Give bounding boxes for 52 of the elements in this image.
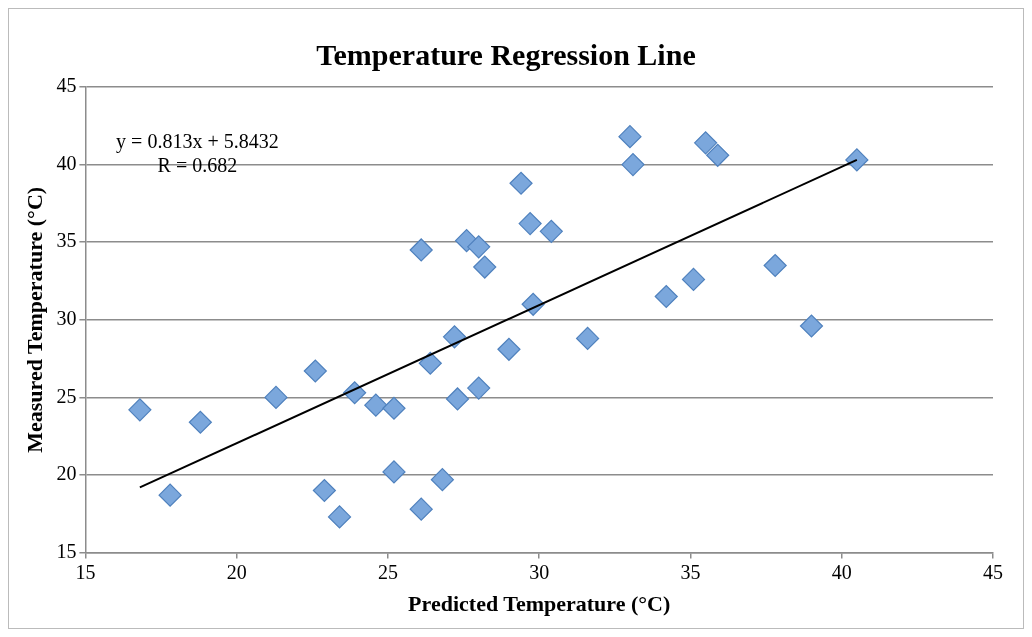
point [264,385,288,409]
chart-title: Temperature Regression Line [316,37,696,71]
x-tick-label: 20 [226,560,247,583]
point [445,387,470,411]
point [576,326,600,351]
point [128,398,152,422]
point [467,235,491,259]
point [518,211,542,236]
point [473,255,497,279]
point [845,148,869,172]
y-tick-label: 35 [56,229,77,252]
point [654,284,678,309]
point [539,219,563,243]
y-tick-label: 40 [56,151,77,174]
annotation: y = 0.813x + 5.8432 [116,130,279,154]
y-tick-label: 15 [56,539,77,562]
point [799,314,824,338]
annotation: R = 0.682 [157,154,238,177]
point [706,143,730,167]
point [409,238,433,262]
x-tick-label: 15 [75,560,96,583]
point [188,410,212,434]
x-axis-title: Predicted Temperature (°C) [408,591,671,617]
point [364,393,388,417]
x-tick-label: 30 [529,560,550,583]
point [509,171,533,195]
point [467,376,491,400]
point [312,478,336,503]
x-tick-label: 35 [680,560,701,583]
x-tick-label: 25 [377,560,398,583]
point [303,359,327,383]
point [158,483,182,507]
point [430,468,454,492]
point [621,153,645,177]
point [409,497,433,521]
point [763,253,787,278]
point [618,125,642,149]
y-tick-label: 45 [56,74,77,97]
point [442,325,467,349]
point [681,267,706,292]
y-tick-label: 25 [56,384,77,407]
y-axis-title: Measured Temperature (°C) [21,186,47,453]
x-tick-label: 40 [831,560,852,583]
point [497,337,521,361]
point [382,396,406,420]
x-tick-label: 45 [983,560,1003,583]
point [382,460,406,484]
y-tick-label: 20 [56,462,77,485]
point [693,131,718,155]
point [418,351,442,375]
point [327,505,352,529]
y-tick-label: 30 [56,307,77,330]
